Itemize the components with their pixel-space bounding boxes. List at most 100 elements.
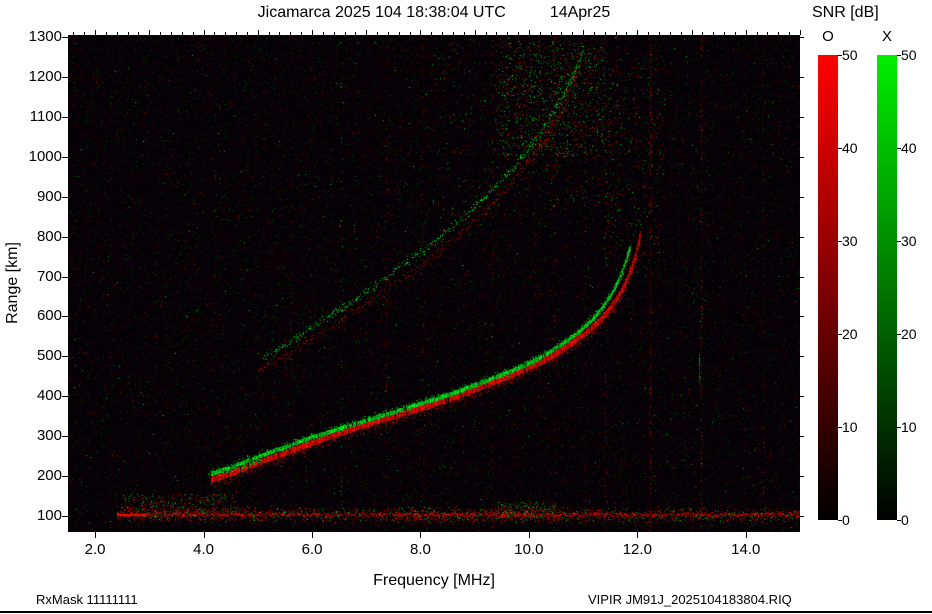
x-minor-tick xyxy=(572,32,574,35)
x-minor-tick xyxy=(420,30,422,35)
ionogram-canvas xyxy=(68,35,800,532)
colorbar-tick-mark xyxy=(897,241,901,242)
y-tick-mark xyxy=(800,276,804,278)
colorbar-tick-mark xyxy=(838,427,842,428)
colorbar-tick-label: 40 xyxy=(842,140,858,156)
x-minor-tick xyxy=(702,32,704,35)
colorbar-tick-mark xyxy=(838,241,842,242)
colorbar-tick-label: 30 xyxy=(901,233,917,249)
bottom-border-line xyxy=(0,611,932,613)
x-minor-tick xyxy=(127,32,129,35)
colorbar-tick-label: 50 xyxy=(901,47,917,63)
x-minor-tick xyxy=(767,32,769,35)
y-tick-mark xyxy=(800,396,804,398)
rxmask-text: RxMask 11111111 xyxy=(36,592,138,607)
x-minor-tick xyxy=(192,32,194,35)
x-minor-tick xyxy=(257,30,259,35)
x-minor-tick xyxy=(171,32,173,35)
y-tick-mark xyxy=(62,476,68,478)
y-tick-mark xyxy=(800,436,804,438)
x-minor-tick xyxy=(691,30,693,35)
x-minor-tick xyxy=(333,32,335,35)
colorbar-tick-label: 10 xyxy=(842,419,858,435)
x-tick-label: 14.0 xyxy=(731,541,761,558)
title-main: Jicamarca 2025 104 18:38:04 UTC xyxy=(257,4,506,21)
colorbar-tick-label: 10 xyxy=(901,419,917,435)
x-minor-tick xyxy=(312,30,313,35)
x-minor-tick xyxy=(604,32,606,35)
colorbar-tick-label: 0 xyxy=(842,512,850,528)
x-minor-tick xyxy=(246,32,248,35)
x-minor-tick xyxy=(734,32,736,35)
x-minor-tick xyxy=(268,32,270,35)
y-tick-label: 400 xyxy=(36,387,62,405)
x-minor-tick xyxy=(507,32,509,35)
x-minor-tick xyxy=(800,30,801,35)
x-tick-mark xyxy=(745,532,747,538)
plot-title: Jicamarca 2025 104 18:38:04 UTC 14Apr25 xyxy=(68,4,800,22)
plot-area xyxy=(68,35,800,532)
y-tick-label: 100 xyxy=(36,507,62,525)
colorbar-tick-mark xyxy=(897,427,901,428)
x-minor-tick xyxy=(431,32,433,35)
y-tick-label: 500 xyxy=(36,347,62,365)
y-tick-mark xyxy=(800,36,804,38)
colorbar-tick-label: 40 xyxy=(901,140,917,156)
y-tick-mark xyxy=(800,516,804,518)
x-minor-tick xyxy=(561,32,563,35)
x-minor-tick xyxy=(615,32,617,35)
colorbar-x-gradient xyxy=(877,55,897,520)
x-tick-label: 12.0 xyxy=(622,541,652,558)
colorbar-tick-label: 50 xyxy=(842,47,858,63)
x-minor-tick xyxy=(496,32,498,35)
y-tick-mark xyxy=(62,156,68,158)
x-tick-label: 10.0 xyxy=(514,541,544,558)
x-minor-tick xyxy=(539,32,541,35)
x-minor-tick xyxy=(442,32,444,35)
y-tick-label: 600 xyxy=(36,307,62,325)
y-tick-mark xyxy=(62,36,68,38)
x-minor-tick xyxy=(160,32,162,35)
colorbar-tick-mark xyxy=(897,55,901,56)
x-minor-tick xyxy=(225,32,227,35)
x-minor-tick xyxy=(789,32,791,35)
x-minor-tick xyxy=(669,32,671,35)
colorbar-tick-mark xyxy=(838,148,842,149)
x-minor-tick xyxy=(279,32,281,35)
y-tick-mark xyxy=(800,156,804,158)
x-minor-tick xyxy=(463,32,465,35)
x-minor-tick xyxy=(214,32,216,35)
y-tick-mark xyxy=(800,356,804,358)
colorbar-tick-mark xyxy=(838,334,842,335)
y-tick-mark xyxy=(62,236,68,238)
x-minor-tick xyxy=(84,32,86,35)
y-tick-mark xyxy=(62,316,68,318)
colorbar-title: SNR [dB] xyxy=(812,4,879,21)
x-minor-tick xyxy=(756,32,758,35)
y-tick-mark xyxy=(800,116,804,118)
title-date: 14Apr25 xyxy=(549,4,611,21)
x-minor-tick xyxy=(528,30,530,35)
x-minor-tick xyxy=(550,32,552,35)
y-tick-label: 800 xyxy=(36,227,62,245)
x-minor-tick xyxy=(355,32,357,35)
x-minor-tick xyxy=(105,32,107,35)
colorbar-tick-mark xyxy=(897,148,901,149)
x-minor-tick xyxy=(593,32,595,35)
x-tick-mark xyxy=(312,532,313,538)
x-minor-tick xyxy=(138,32,140,35)
x-minor-tick xyxy=(626,32,628,35)
x-tick-label: 2.0 xyxy=(84,541,106,558)
colorbar-tick-label: 0 xyxy=(901,512,909,528)
x-minor-tick xyxy=(485,32,487,35)
x-tick-mark xyxy=(95,532,97,538)
file-text: VIPIR JM91J_2025104183804.RIQ xyxy=(588,592,792,607)
colorbar-x-letter: X xyxy=(881,28,892,45)
y-tick-mark xyxy=(62,76,68,78)
x-minor-tick xyxy=(301,32,303,35)
x-minor-tick xyxy=(322,32,324,35)
x-minor-tick xyxy=(680,32,682,35)
y-tick-mark xyxy=(62,116,68,118)
colorbar-tick-label: 20 xyxy=(901,326,917,342)
x-minor-tick xyxy=(377,32,379,35)
